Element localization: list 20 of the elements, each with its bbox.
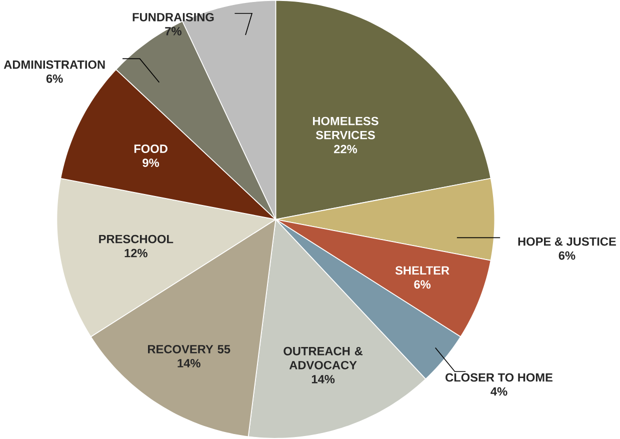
slice-label: OUTREACH & ADVOCACY — [284, 347, 363, 370]
slice-label: ADMINISTRATION — [4, 60, 105, 69]
data-label: 22% — [334, 144, 358, 154]
slice-label: PRESCHOOL — [99, 234, 174, 244]
data-label: 9% — [142, 158, 160, 168]
slice-label: SHELTER — [395, 266, 450, 275]
slice-label: CLOSER TO HOME — [446, 373, 552, 382]
slice-label: FUNDRAISING — [132, 13, 214, 22]
data-label: 12% — [124, 248, 148, 258]
data-label: 14% — [178, 359, 200, 368]
slice-label: HOMELESS SERVICES — [313, 116, 378, 140]
data-label: 6% — [558, 251, 576, 260]
data-label: 6% — [414, 280, 431, 289]
data-label: 7% — [165, 27, 182, 36]
data-label: 6% — [46, 74, 63, 83]
data-label: 14% — [312, 375, 335, 384]
slice-label: RECOVERY 55 — [148, 345, 230, 354]
slice-label: HOPE & JUSTICE — [518, 237, 616, 246]
slice-label: FOOD — [134, 144, 168, 154]
data-label: 4% — [490, 387, 508, 396]
